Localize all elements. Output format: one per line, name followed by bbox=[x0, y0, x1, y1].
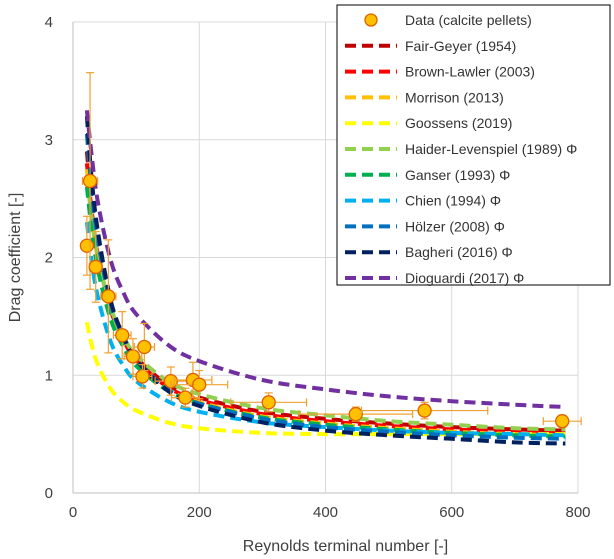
data-marker bbox=[135, 369, 150, 384]
legend-item: Brown-Lawler (2003) bbox=[345, 64, 535, 80]
y-tick-label: 1 bbox=[45, 367, 53, 384]
data-point bbox=[123, 338, 143, 375]
legend-label: Morrison (2013) bbox=[405, 89, 504, 105]
legend-label: Brown-Lawler (2003) bbox=[405, 64, 535, 80]
x-tick-label: 600 bbox=[439, 504, 464, 521]
data-marker bbox=[348, 406, 363, 422]
model-curve-10 bbox=[84, 110, 566, 409]
data-marker bbox=[125, 349, 141, 364]
data-point bbox=[360, 401, 489, 420]
legend-item: Hölzer (2008) Φ bbox=[345, 218, 505, 234]
axes bbox=[72, 22, 578, 494]
data-marker bbox=[137, 339, 152, 355]
data-point bbox=[133, 322, 156, 372]
legend-item: Goossens (2019) bbox=[345, 115, 512, 131]
legend-item: Data (calcite pellets) bbox=[364, 12, 532, 28]
data-point bbox=[112, 311, 132, 360]
legend-item: Morrison (2013) bbox=[345, 89, 504, 105]
legend-item: Haider-Levenspiel (1989) Φ bbox=[345, 141, 577, 157]
x-tick-label: 200 bbox=[187, 504, 212, 521]
x-tick-label: 800 bbox=[565, 504, 590, 521]
legend-label: Goossens (2019) bbox=[405, 115, 512, 131]
legend: Data (calcite pellets) Fair-Geyer (1954) B… bbox=[336, 4, 611, 286]
data-point bbox=[230, 392, 308, 413]
data-marker bbox=[82, 173, 98, 189]
data-marker bbox=[88, 259, 103, 275]
y-tick-label: 4 bbox=[45, 14, 53, 31]
x-tick-label: 400 bbox=[313, 504, 338, 521]
y-axis-label: Drag coefficient [-] bbox=[7, 193, 24, 323]
data-point bbox=[170, 369, 229, 400]
legend-item: Fair-Geyer (1954) bbox=[345, 38, 516, 54]
x-tick-label: 0 bbox=[69, 504, 77, 521]
data-point bbox=[81, 72, 99, 290]
data-point bbox=[88, 230, 103, 303]
y-tick-label: 3 bbox=[45, 132, 53, 149]
data-point bbox=[100, 239, 117, 354]
legend-label: Dioguardi (2017) Φ bbox=[405, 270, 524, 286]
legend-label: Haider-Levenspiel (1989) Φ bbox=[405, 141, 577, 157]
legend-label: Data (calcite pellets) bbox=[405, 12, 532, 28]
data-points bbox=[79, 72, 582, 429]
data-marker bbox=[192, 377, 207, 392]
data-marker bbox=[555, 414, 570, 429]
tick-labels: 0 200 400 600 800 0 1 2 3 4 bbox=[45, 14, 591, 521]
data-marker bbox=[417, 403, 432, 418]
data-marker bbox=[261, 395, 276, 410]
data-marker bbox=[79, 238, 95, 253]
data-marker bbox=[101, 289, 116, 304]
data-marker bbox=[115, 328, 130, 343]
legend-item: Bagheri (2016) Φ bbox=[345, 244, 513, 260]
y-tick-label: 2 bbox=[45, 250, 53, 267]
legend-item: Dioguardi (2017) Φ bbox=[345, 270, 524, 286]
x-axis-label: Reynolds terminal number [-] bbox=[243, 538, 448, 555]
legend-label: Hölzer (2008) Φ bbox=[405, 218, 505, 234]
legend-marker bbox=[364, 13, 378, 27]
data-point bbox=[542, 414, 582, 429]
legend-label: Ganser (1993) Φ bbox=[405, 167, 510, 183]
data-point bbox=[298, 406, 414, 422]
legend-item: Chien (1994) Φ bbox=[345, 193, 501, 209]
legend-label: Fair-Geyer (1954) bbox=[405, 38, 516, 54]
legend-item: Ganser (1993) Φ bbox=[345, 167, 510, 183]
legend-box bbox=[336, 4, 611, 286]
legend-label: Chien (1994) Φ bbox=[405, 193, 501, 209]
legend-label: Bagheri (2016) Φ bbox=[405, 244, 513, 260]
data-point bbox=[132, 364, 153, 389]
y-tick-label: 0 bbox=[45, 485, 53, 502]
